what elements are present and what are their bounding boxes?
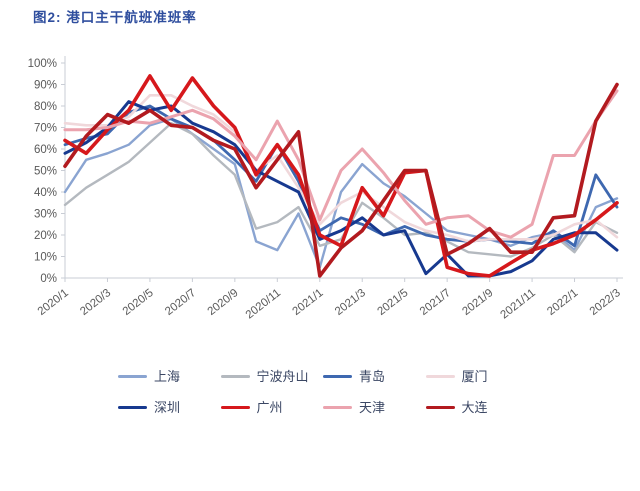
legend-label: 广州 (256, 400, 283, 415)
y-tick-label: 90% (34, 80, 57, 92)
series-line-8 (63, 82, 619, 278)
legend-label: 深圳 (154, 400, 181, 415)
series-line-4 (63, 94, 619, 243)
legend-label: 大连 (461, 400, 488, 415)
x-tick-label: 2020/11 (244, 287, 283, 322)
legend-item: 广州 (220, 400, 324, 415)
x-tick-label: 2022/1 (545, 287, 580, 318)
legend-label: 宁波舟山 (256, 369, 309, 384)
x-tick-label: 2021/11 (498, 287, 537, 322)
y-tick-label: 60% (34, 144, 57, 156)
legend-item: 厦门 (425, 369, 529, 384)
legend-label: 上海 (154, 369, 181, 384)
chart-title: 图2: 港口主干航班准班率 (33, 10, 197, 25)
y-tick-label: 40% (34, 187, 57, 199)
x-tick-label: 2021/5 (375, 287, 410, 318)
y-tick-label: 50% (34, 166, 57, 178)
chart-legend: 上海 宁波舟山 青岛 厦门深圳 广州 天津 大连 (118, 361, 528, 423)
y-tick-label: 70% (34, 123, 57, 135)
legend-swatch (323, 405, 352, 410)
y-tick-label: 80% (34, 101, 57, 113)
legend-swatch (323, 374, 352, 379)
legend-swatch (220, 374, 250, 379)
legend-item: 大连 (425, 400, 529, 415)
legend-item: 青岛 (323, 370, 426, 383)
legend-swatch (118, 405, 147, 410)
x-tick-label: 2020/9 (206, 287, 241, 318)
legend-label: 天津 (359, 400, 386, 415)
y-tick-label: 30% (34, 209, 57, 221)
y-tick-label: 10% (34, 252, 57, 264)
x-tick-label: 2020/7 (163, 287, 198, 318)
x-tick-label: 2022/3 (588, 287, 623, 318)
legend-swatch (118, 374, 147, 379)
series-line-5 (63, 100, 619, 278)
x-tick-label: 2020/3 (78, 287, 113, 318)
legend-row-1: 上海 宁波舟山 青岛 厦门 (118, 361, 528, 392)
legend-item: 上海 (118, 370, 221, 383)
legend-swatch (425, 374, 455, 379)
legend-item: 深圳 (118, 401, 221, 414)
legend-item: 宁波舟山 (220, 369, 324, 384)
y-tick-label: 0% (40, 273, 57, 285)
x-tick-label: 2020/1 (36, 287, 71, 318)
legend-label: 青岛 (359, 369, 386, 384)
x-tick-label: 2021/3 (333, 287, 368, 318)
x-tick-label: 2021/7 (418, 287, 453, 318)
x-tick-label: 2020/5 (121, 287, 156, 318)
series-line-7 (63, 89, 619, 239)
y-tick-label: 100% (28, 58, 57, 70)
legend-swatch (425, 405, 455, 410)
legend-row-2: 深圳 广州 天津 大连 (118, 392, 528, 423)
legend-swatch (220, 405, 250, 410)
x-tick-label: 2021/1 (291, 287, 326, 318)
legend-label: 厦门 (461, 369, 488, 384)
y-tick-label: 20% (34, 230, 57, 242)
x-tick-label: 2021/9 (460, 287, 495, 318)
legend-item: 天津 (323, 401, 426, 414)
